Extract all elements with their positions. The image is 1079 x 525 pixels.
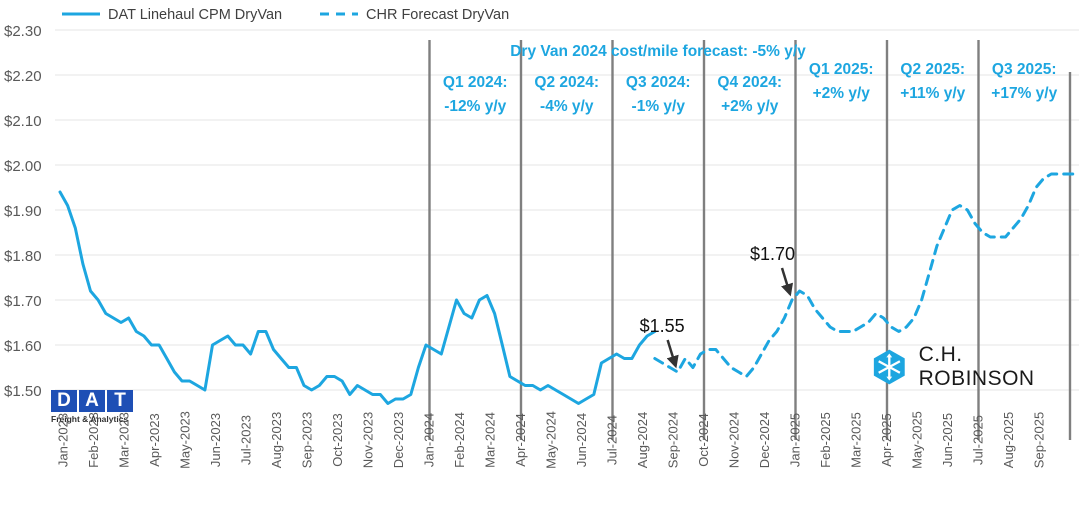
quarter-label-title: Q4 2024: bbox=[717, 74, 782, 91]
x-tick-label: Feb-2023 bbox=[86, 412, 101, 468]
x-tick-label: May-2023 bbox=[177, 411, 192, 469]
quarter-label-value: -1% y/y bbox=[632, 98, 686, 115]
x-tick-label: Jun-2023 bbox=[208, 413, 223, 467]
x-axis-ticks: Jan-2023 Feb-2023 Mar-2023 Apr-2023 May-2023… bbox=[55, 411, 1046, 469]
x-tick-label: Apr-2025 bbox=[879, 413, 894, 466]
quarter-labels: Q1 2024: -12% y/y Q2 2024: -4% y/y Q3 2024: -… bbox=[443, 61, 1058, 115]
callout-label: $1.70 bbox=[750, 244, 795, 264]
quarter-label-title: Q3 2025: bbox=[992, 61, 1057, 78]
quarter-label-value: +17% y/y bbox=[991, 85, 1057, 102]
callout-arrow bbox=[666, 339, 679, 369]
legend-label-chr: CHR Forecast DryVan bbox=[366, 7, 509, 23]
y-tick-label: $2.30 bbox=[4, 23, 42, 40]
x-tick-label: Feb-2024 bbox=[452, 412, 467, 468]
x-tick-label: Apr-2024 bbox=[513, 413, 528, 466]
quarter-label-value: +11% y/y bbox=[900, 85, 965, 102]
dat-logo-letter: T bbox=[107, 390, 133, 412]
series-lines bbox=[58, 172, 1076, 405]
x-tick-label: Jul-2025 bbox=[970, 415, 985, 465]
x-tick-label: May-2024 bbox=[543, 411, 558, 469]
quarter-label-title: Q2 2024: bbox=[534, 74, 599, 91]
x-tick-label: Jan-2024 bbox=[421, 413, 436, 467]
series-line-chr-forecast bbox=[653, 172, 1076, 378]
callout-arrow bbox=[780, 267, 794, 297]
dat-logo: D A T Freight & Analytics bbox=[51, 390, 141, 426]
y-tick-label: $2.20 bbox=[4, 68, 42, 85]
x-tick-label: Feb-2025 bbox=[818, 412, 833, 468]
callout-label: $1.55 bbox=[640, 316, 685, 336]
x-tick-label: Mar-2023 bbox=[116, 412, 131, 468]
series-line-dat bbox=[58, 190, 657, 405]
x-tick-label: Jan-2025 bbox=[787, 413, 802, 467]
x-tick-label: Oct-2023 bbox=[330, 413, 345, 466]
quarter-label-value: -12% y/y bbox=[444, 98, 506, 115]
quarter-label-value: +2% y/y bbox=[813, 85, 871, 102]
quarter-dividers bbox=[428, 40, 1072, 440]
x-tick-label: May-2025 bbox=[909, 411, 924, 469]
x-tick-label: Aug-2025 bbox=[1001, 412, 1016, 468]
y-tick-label: $1.80 bbox=[4, 248, 42, 265]
x-tick-label: Jul-2023 bbox=[238, 415, 253, 465]
x-tick-label: Oct-2024 bbox=[696, 413, 711, 466]
gridlines bbox=[55, 29, 1079, 391]
x-tick-label: Mar-2024 bbox=[482, 412, 497, 468]
x-tick-label: Nov-2023 bbox=[360, 412, 375, 468]
headline-forecast: Dry Van 2024 cost/mile forecast: -5% y/y bbox=[510, 43, 806, 60]
legend-label-dat: DAT Linehaul CPM DryVan bbox=[108, 7, 282, 23]
y-axis-ticks: $1.50 $1.60 $1.70 $1.80 $1.90 $2.00 $2.10 $2.20… bbox=[4, 23, 42, 400]
y-tick-label: $1.60 bbox=[4, 338, 42, 355]
quarter-label-value: +2% y/y bbox=[721, 98, 779, 115]
dat-logo-letter: A bbox=[79, 390, 105, 412]
y-tick-label: $1.90 bbox=[4, 203, 42, 220]
chr-logo-text: C.H. ROBINSON bbox=[918, 343, 1035, 390]
x-tick-label: Sep-2023 bbox=[299, 412, 314, 468]
x-tick-label: Dec-2024 bbox=[757, 412, 772, 468]
x-tick-label: Nov-2024 bbox=[726, 412, 741, 468]
x-tick-label: Mar-2025 bbox=[848, 412, 863, 468]
quarter-label-title: Q1 2024: bbox=[443, 74, 508, 91]
chr-cube-icon bbox=[873, 349, 905, 385]
y-tick-label: $2.00 bbox=[4, 158, 42, 175]
x-tick-label: Sep-2024 bbox=[665, 412, 680, 468]
x-tick-label: Jan-2023 bbox=[55, 413, 70, 467]
x-tick-label: Jul-2024 bbox=[604, 415, 619, 465]
x-tick-label: Apr-2023 bbox=[147, 413, 162, 466]
x-tick-label: Aug-2023 bbox=[269, 412, 284, 468]
quarter-label-title: Q3 2024: bbox=[626, 74, 691, 91]
annotations: $1.55 $1.70 bbox=[640, 244, 795, 369]
x-tick-label: Aug-2024 bbox=[635, 412, 650, 468]
quarter-label-title: Q2 2025: bbox=[900, 61, 965, 78]
legend: DAT Linehaul CPM DryVan CHR Forecast Dry… bbox=[62, 7, 509, 23]
y-tick-label: $1.50 bbox=[4, 383, 42, 400]
dat-logo-subtitle: Freight & Analytics bbox=[51, 414, 129, 424]
x-tick-label: Jun-2025 bbox=[940, 413, 955, 467]
quarter-label-title: Q1 2025: bbox=[809, 61, 874, 78]
y-tick-label: $2.10 bbox=[4, 113, 42, 130]
x-tick-label: Dec-2023 bbox=[391, 412, 406, 468]
x-tick-label: Jun-2024 bbox=[574, 413, 589, 467]
quarter-label-value: -4% y/y bbox=[540, 98, 594, 115]
chr-logo: C.H. ROBINSON bbox=[870, 343, 1079, 390]
y-tick-label: $1.70 bbox=[4, 293, 42, 310]
dat-logo-letter: D bbox=[51, 390, 77, 412]
x-tick-label: Sep-2025 bbox=[1031, 412, 1046, 468]
